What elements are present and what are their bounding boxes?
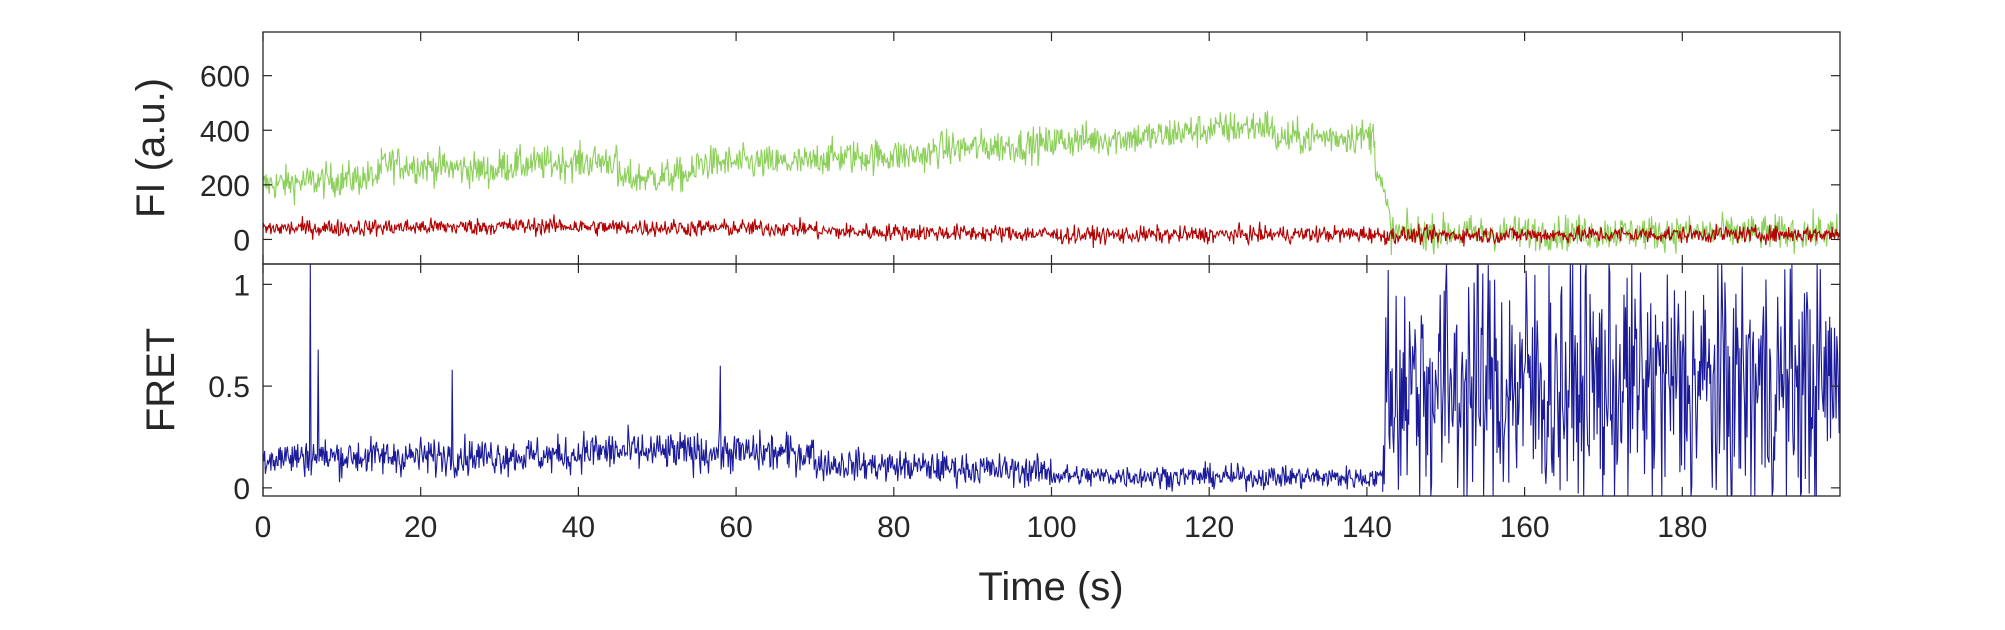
fret-y-axis-title: FRET	[139, 328, 183, 432]
fret-panel: 0 20 40 60 80 100 120 140 160 180 0 0.5 1 FRET Time …	[139, 263, 1841, 609]
fret-y-tick-label: 0	[233, 473, 250, 506]
fret-y-tick-label: 0.5	[208, 371, 250, 404]
intensity-series-group	[263, 110, 1840, 256]
x-tick-label: 180	[1657, 511, 1707, 544]
x-tick-label: 0	[255, 511, 272, 544]
intensity-y-tick-label: 0	[233, 224, 250, 257]
fret-ticks: 0 20 40 60 80 100 120 140 160 180 0 0.5 1	[208, 264, 1840, 544]
intensity-series-line-2	[263, 214, 1840, 249]
fret-series-line-1	[263, 264, 1840, 496]
x-tick-label: 140	[1342, 511, 1392, 544]
intensity-y-tick-label: 200	[200, 170, 250, 203]
intensity-y-tick-label: 600	[200, 61, 250, 94]
x-tick-label: 20	[404, 511, 437, 544]
x-tick-label: 160	[1500, 511, 1550, 544]
x-tick-label: 60	[719, 511, 752, 544]
intensity-ticks: 0 200 400 600	[200, 32, 1840, 264]
intensity-y-tick-label: 400	[200, 115, 250, 148]
time-x-axis-title: Time (s)	[978, 565, 1123, 609]
x-tick-label: 120	[1184, 511, 1234, 544]
fret-y-tick-label: 1	[233, 269, 250, 302]
x-tick-label: 40	[562, 511, 595, 544]
fret-series-group	[263, 264, 1840, 496]
x-tick-label: 80	[877, 511, 910, 544]
intensity-y-axis-title: FI (a.u.)	[129, 78, 173, 218]
intensity-panel: 0 200 400 600 FI (a.u.)	[129, 31, 1841, 265]
x-tick-label: 100	[1026, 511, 1076, 544]
